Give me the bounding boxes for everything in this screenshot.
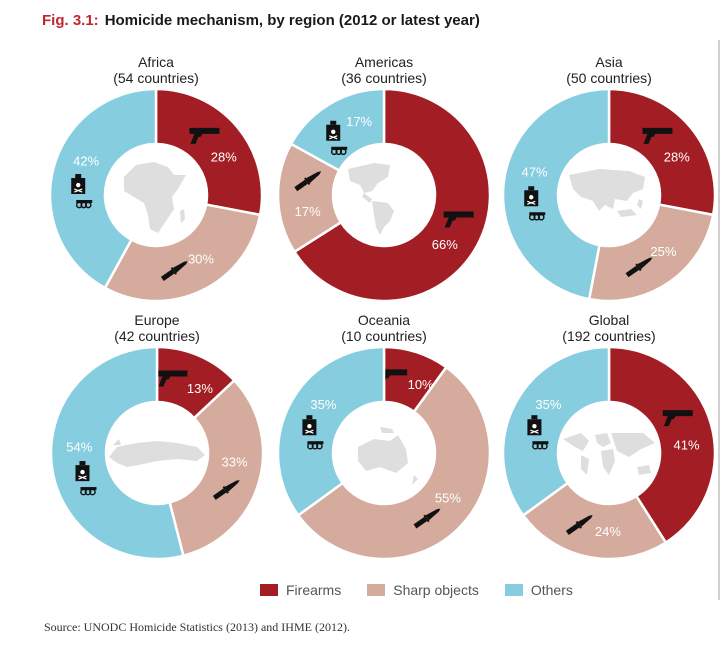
slice-firearms [607,87,717,217]
value-label-others: 17% [346,114,372,129]
gun-icon [189,127,220,144]
knife-icon [294,171,322,192]
europe-map-icon [109,439,205,467]
chart-americas: Americas(36 countries) 66% 17% 17% [276,54,492,303]
gun-icon [662,410,693,427]
value-label-sharp-objects: 55% [435,491,461,506]
africa-map-icon [124,162,186,233]
legend-swatch [504,584,523,596]
poison-knuckles-icon [527,415,549,450]
legend-label: Sharp objects [393,582,479,598]
chart-asia: Asia(50 countries) 28% 25% 47% [501,54,717,303]
slice-firearms [292,87,492,303]
slice-firearms [607,345,717,545]
value-label-others: 35% [535,397,561,412]
value-label-others: 54% [66,439,92,454]
value-label-sharp-objects: 30% [188,252,214,267]
donut-hole [334,145,434,245]
figure-number: Fig. 3.1: [42,12,99,29]
region-subtitle: (192 countries) [562,328,655,344]
value-label-firearms: 66% [432,237,458,252]
region-subtitle: (54 countries) [113,70,199,86]
gun-icon [642,127,673,144]
legend-item-firearms: Firearms [260,582,341,598]
figure-title: Fig. 3.1: Homicide mechanism, by region (… [42,12,480,29]
poison-knuckles-icon [302,415,324,450]
gun-icon [443,211,474,228]
knife-icon [625,257,653,278]
chart-oceania: Oceania(10 countries) 10% 55% 35% [276,312,492,561]
region-subtitle: (42 countries) [114,328,200,344]
value-label-firearms: 10% [408,377,434,392]
value-label-sharp-objects: 33% [222,454,248,469]
chart-global: Global(192 countries) 41% 24% 35% [501,312,717,561]
value-label-firearms: 41% [674,438,700,453]
slice-others [48,87,158,290]
value-label-firearms: 28% [211,149,237,164]
legend-swatch [260,584,278,596]
region-title: Oceania [358,312,410,328]
knife-icon [565,515,593,535]
slice-others [276,345,386,518]
legend-label: Firearms [286,582,342,598]
americas-map-icon [348,163,394,235]
knife-icon [413,508,441,529]
slice-others [501,345,611,518]
world-map-icon [563,433,655,475]
knife-icon [212,480,240,500]
region-title: Americas [355,54,413,70]
region-title: Africa [138,54,174,70]
value-label-others: 35% [310,397,336,412]
poison-knuckles-icon [75,461,97,496]
region-title: Europe [134,312,179,328]
value-label-firearms: 13% [187,381,213,396]
value-label-firearms: 28% [664,149,690,164]
gun-icon [157,370,188,387]
value-label-sharp-objects: 25% [650,244,676,259]
slice-firearms [154,87,264,217]
slice-sharp-objects [103,203,262,303]
chart-africa: Africa(54 countries) 28% 30% 42% [48,54,264,303]
legend-label: Others [530,582,573,598]
asia-map-icon [569,169,645,217]
slice-others [501,87,611,301]
region-subtitle: (10 countries) [341,328,427,344]
poison-knuckles-icon [524,186,546,221]
legend-swatch [367,584,386,596]
value-label-sharp-objects: 24% [595,524,621,539]
slice-sharp-objects [587,203,715,303]
legend-item-others: Others [504,582,573,598]
oceania-map-icon [358,427,418,485]
region-title: Asia [595,54,622,70]
right-border-rule [718,40,720,600]
poison-knuckles-icon [326,120,348,156]
legend: Firearms Sharp objects Others [260,582,573,598]
region-subtitle: (36 countries) [341,70,427,86]
value-label-others: 42% [73,153,99,168]
legend-item-sharp-objects: Sharp objects [367,582,479,598]
knife-icon [160,261,188,282]
poison-knuckles-icon [71,174,93,209]
slice-sharp-objects [296,365,492,561]
value-label-sharp-objects: 17% [295,204,321,219]
slice-sharp-objects [168,378,265,558]
value-label-others: 47% [522,165,548,180]
slice-sharp-objects [521,481,668,561]
source-note: Source: UNODC Homicide Statistics (2013)… [44,620,350,634]
figure-title-text: Homicide mechanism, by region (2012 or l… [104,12,480,29]
region-subtitle: (50 countries) [566,70,652,86]
region-title: Global [589,312,629,328]
chart-europe: Europe(42 countries) 13% 33% 54% [49,312,265,561]
slice-others [49,345,185,561]
